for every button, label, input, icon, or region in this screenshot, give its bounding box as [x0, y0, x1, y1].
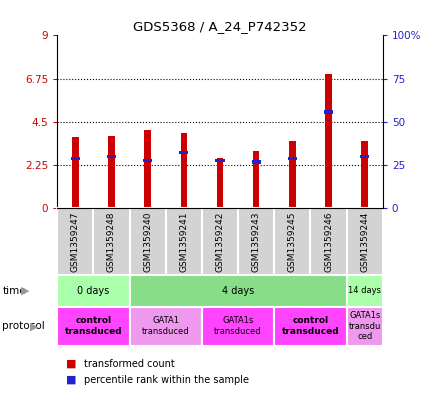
Text: control
transduced: control transduced [282, 316, 339, 336]
Bar [71, 156, 80, 160]
Text: ■: ■ [66, 375, 77, 385]
Bar [274, 307, 347, 346]
Text: GATA1
transduced: GATA1 transduced [142, 316, 190, 336]
Text: GSM1359247: GSM1359247 [71, 211, 80, 272]
Text: GSM1359245: GSM1359245 [288, 211, 297, 272]
Bar [325, 74, 332, 208]
Bar [217, 158, 223, 208]
Bar [129, 275, 347, 307]
Text: GSM1359242: GSM1359242 [216, 211, 224, 272]
Text: time: time [2, 286, 26, 296]
Bar [253, 151, 260, 208]
Text: GSM1359246: GSM1359246 [324, 211, 333, 272]
Bar [57, 275, 129, 307]
Text: ▶: ▶ [21, 286, 29, 296]
Text: GATA1s
transduced: GATA1s transduced [214, 316, 262, 336]
Bar [180, 133, 187, 208]
Text: ▶: ▶ [29, 321, 38, 331]
Title: GDS5368 / A_24_P742352: GDS5368 / A_24_P742352 [133, 20, 307, 33]
Bar [107, 155, 116, 158]
Bar [289, 141, 296, 208]
Text: GSM1359240: GSM1359240 [143, 211, 152, 272]
Text: GATA1s
transdu
ced: GATA1s transdu ced [348, 311, 381, 341]
Bar [202, 307, 274, 346]
Bar [72, 137, 79, 208]
Text: GSM1359248: GSM1359248 [107, 211, 116, 272]
Text: percentile rank within the sample: percentile rank within the sample [84, 375, 249, 385]
Bar [216, 158, 224, 162]
Text: transformed count: transformed count [84, 358, 174, 369]
Bar [180, 151, 188, 154]
Bar [108, 136, 115, 208]
Text: 14 days: 14 days [348, 286, 381, 295]
Text: protocol: protocol [2, 321, 45, 331]
Bar [129, 307, 202, 346]
Text: GSM1359244: GSM1359244 [360, 211, 369, 272]
Bar [252, 160, 260, 164]
Bar [361, 141, 368, 208]
Text: GSM1359241: GSM1359241 [180, 211, 188, 272]
Bar [143, 158, 152, 162]
Text: control
transduced: control transduced [65, 316, 122, 336]
Text: GSM1359243: GSM1359243 [252, 211, 260, 272]
Bar [347, 307, 383, 346]
Bar [347, 275, 383, 307]
Bar [324, 110, 333, 114]
Bar [288, 156, 297, 160]
Bar [57, 307, 129, 346]
Bar [144, 130, 151, 208]
Text: ■: ■ [66, 358, 77, 369]
Text: 0 days: 0 days [77, 286, 110, 296]
Bar [360, 155, 369, 158]
Text: 4 days: 4 days [222, 286, 254, 296]
